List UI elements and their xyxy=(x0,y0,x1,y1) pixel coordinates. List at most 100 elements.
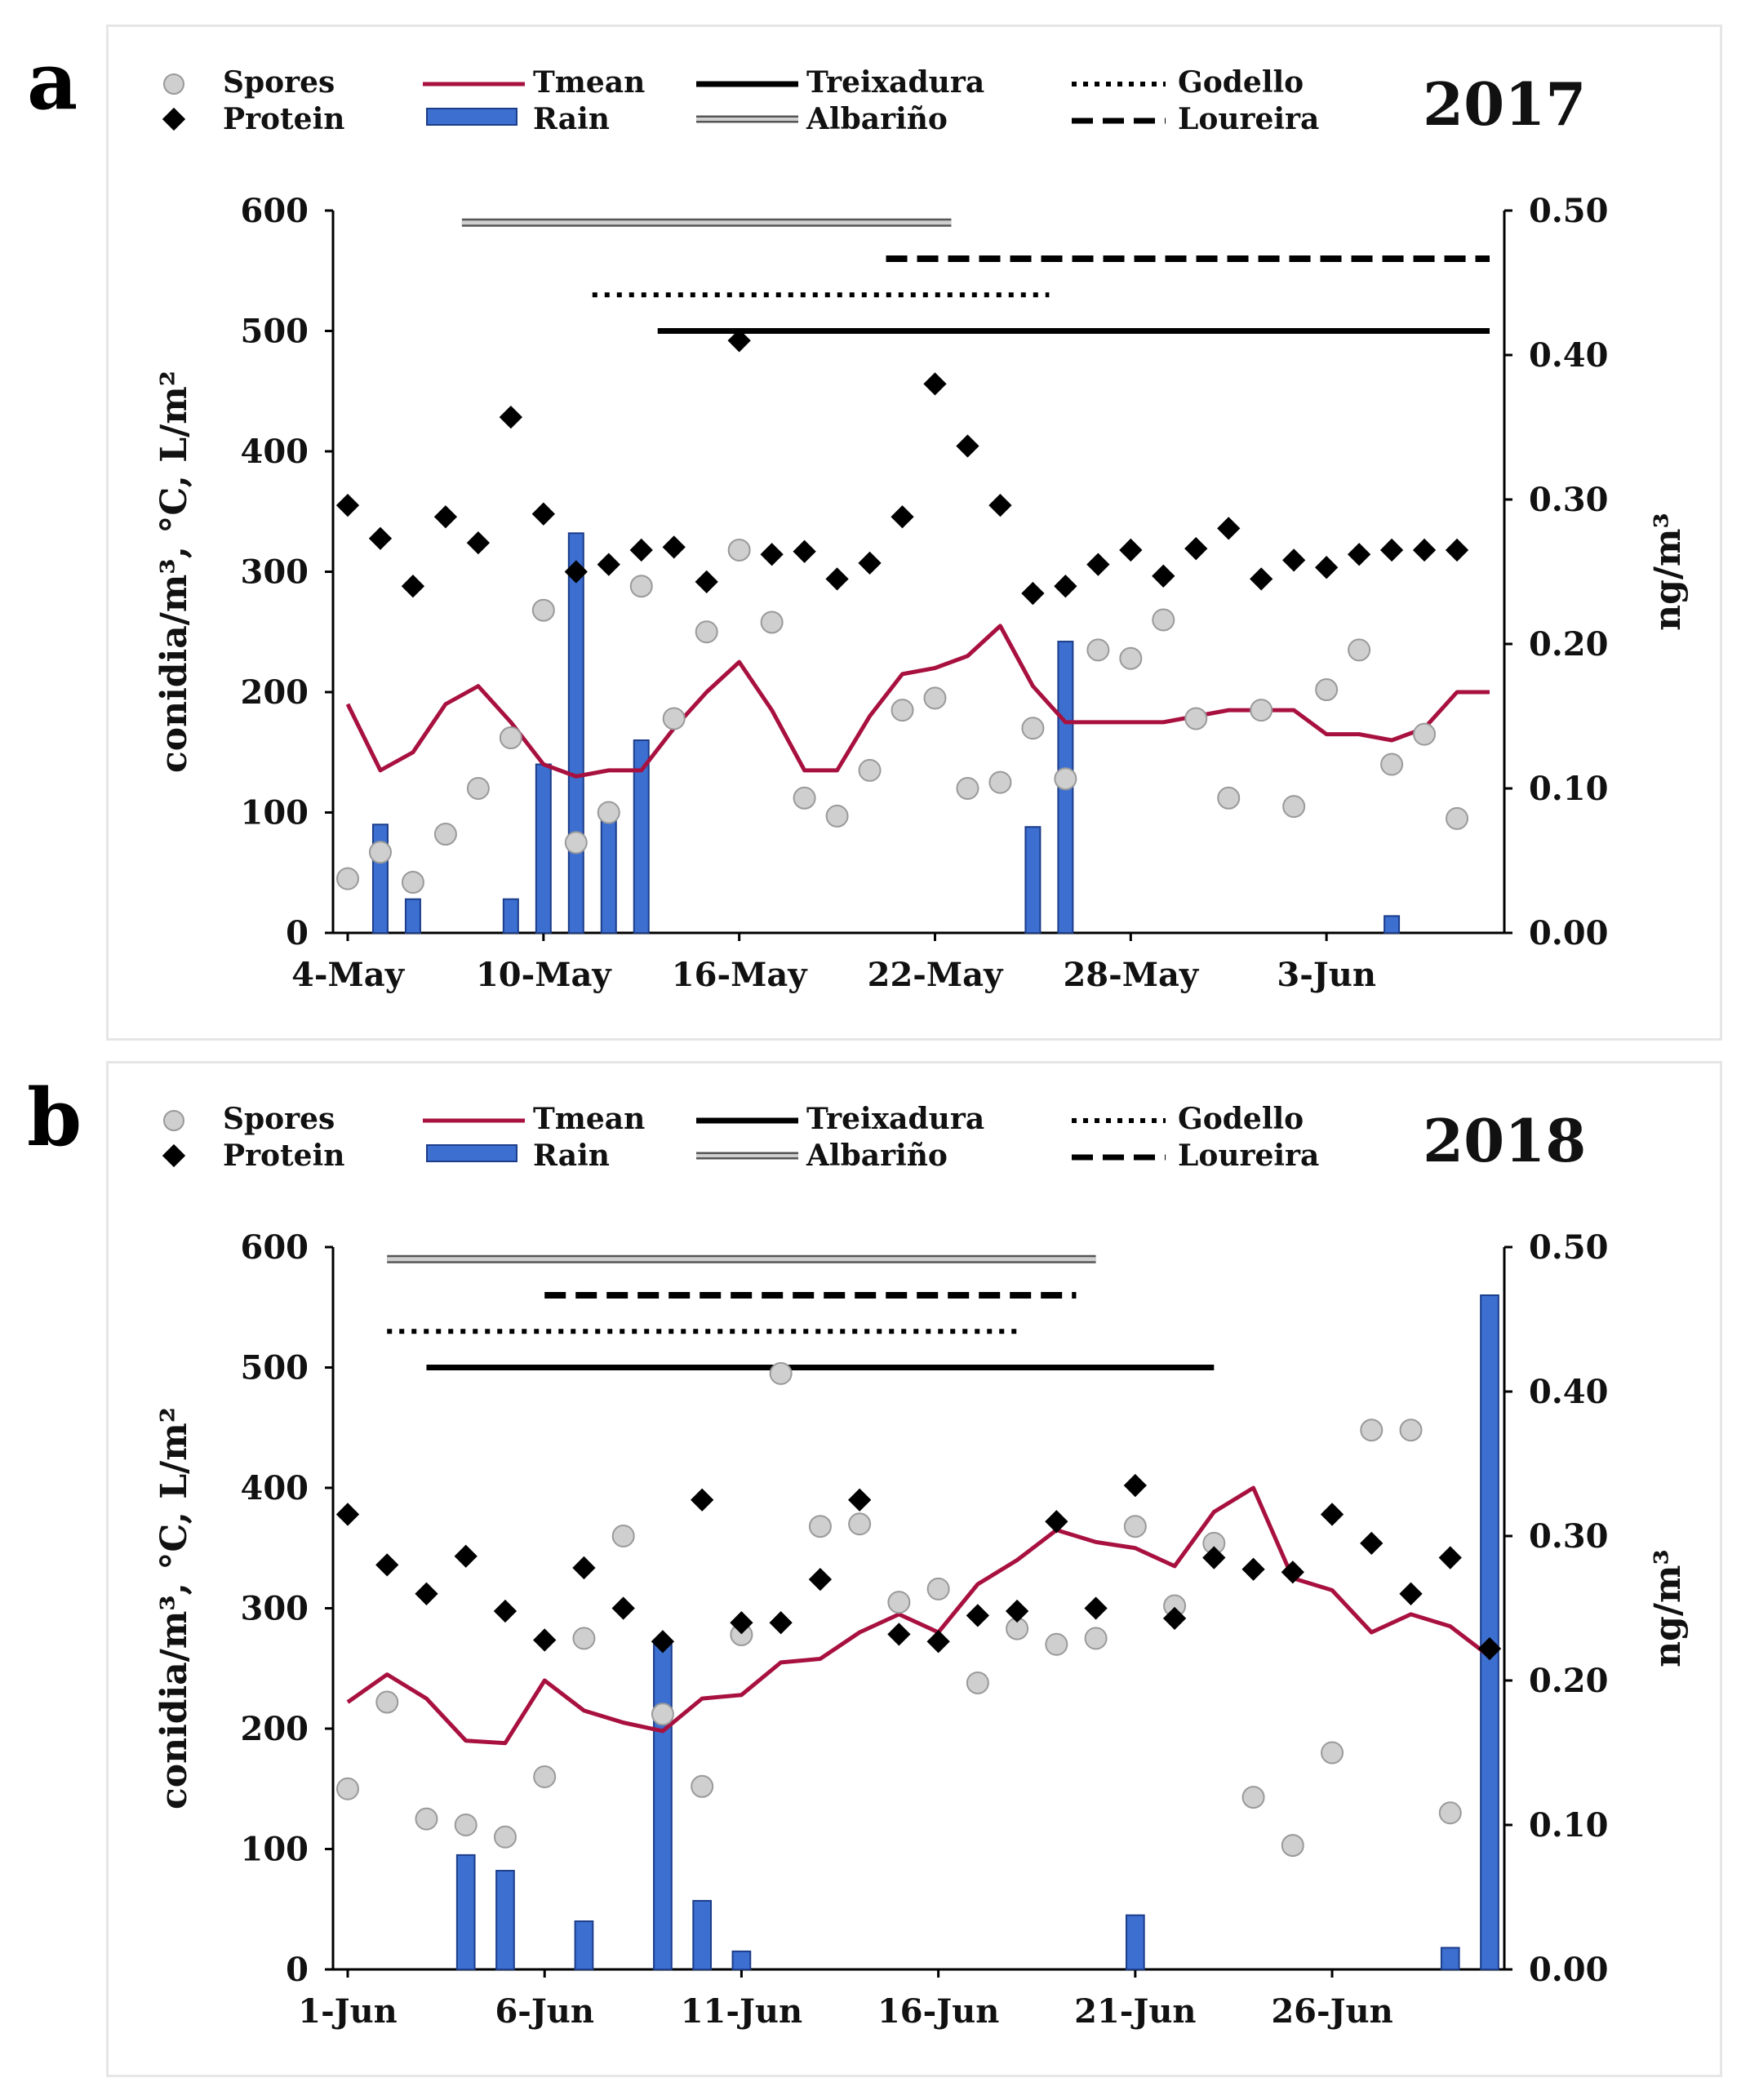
protein-point xyxy=(1477,1636,1502,1661)
y-right-tick-label: 0.00 xyxy=(1529,914,1608,952)
legend-protein-label: Protein xyxy=(223,1139,344,1173)
spores-point xyxy=(533,1765,557,1788)
protein-point xyxy=(499,405,522,429)
rain-bar xyxy=(535,763,552,934)
y-right-tick-label: 0.40 xyxy=(1529,336,1608,375)
rain-bar xyxy=(600,817,617,934)
spores-point xyxy=(564,831,588,855)
protein-point xyxy=(533,1628,557,1652)
year-label: 2018 xyxy=(1423,1106,1586,1175)
spores-point xyxy=(956,777,979,800)
protein-point xyxy=(1152,564,1175,588)
protein-point xyxy=(401,575,425,598)
x-tick-label: 3-Jun xyxy=(1277,956,1376,994)
protein-point xyxy=(1412,538,1437,562)
rain-bar xyxy=(1480,1294,1499,1970)
spores-point xyxy=(848,1512,872,1536)
y-right-tick-label: 0.20 xyxy=(1529,1662,1608,1700)
protein-point xyxy=(923,372,947,396)
spores-point xyxy=(662,707,686,730)
spores-point xyxy=(1217,786,1241,810)
protein-point xyxy=(597,553,620,576)
x-tick-label: 1-Jun xyxy=(298,1992,398,2031)
y-left-tick-label: 500 xyxy=(241,313,309,351)
spores-point xyxy=(727,538,751,562)
legend-tmean-label: Tmean xyxy=(533,1102,645,1136)
legend-rain-label: Rain xyxy=(533,102,610,136)
protein-point xyxy=(611,1596,635,1620)
legend-rain-swatch xyxy=(426,108,517,126)
rain-bar xyxy=(731,1950,752,1970)
spores-point xyxy=(1413,722,1437,746)
spores-point xyxy=(1152,608,1175,632)
legend-rain-swatch xyxy=(426,1144,517,1162)
spores-point xyxy=(887,1591,911,1614)
rain-bar xyxy=(567,532,584,934)
spores-point xyxy=(1281,1834,1304,1858)
legend-protein-marker xyxy=(162,107,186,131)
protein-point xyxy=(1241,1557,1265,1581)
protein-point xyxy=(454,1544,477,1568)
spores-point xyxy=(926,1577,950,1601)
rain-bar xyxy=(371,824,389,934)
legend-treixadura-label: Treixadura xyxy=(806,65,984,100)
y-left-tick-label: 0 xyxy=(286,914,309,952)
year-label: 2017 xyxy=(1423,69,1586,139)
rain-bar xyxy=(1125,1914,1145,1970)
spores-point xyxy=(1438,1801,1462,1825)
chart-panel-b: b Spores Protein Tmean Rain Treixadura Albari… xyxy=(27,1061,1722,2077)
y-left-tick-label: 100 xyxy=(241,1831,309,1869)
protein-point xyxy=(1021,581,1045,606)
protein-point xyxy=(887,1623,911,1646)
legend-spores-label: Spores xyxy=(223,1102,335,1136)
x-tick-label: 21-Jun xyxy=(1074,1992,1196,2031)
spores-point xyxy=(1045,1632,1068,1656)
protein-point xyxy=(691,1488,714,1512)
x-tick-label: 16-Jun xyxy=(877,1992,999,2031)
x-tick-label: 16-May xyxy=(672,956,808,994)
protein-point xyxy=(1217,517,1241,540)
spores-point xyxy=(760,610,784,634)
spores-point xyxy=(1123,1515,1147,1538)
spores-point xyxy=(966,1671,989,1694)
spores-point xyxy=(336,1777,359,1800)
spores-point xyxy=(1380,753,1404,776)
spores-point xyxy=(691,1774,714,1798)
protein-point xyxy=(988,493,1012,517)
protein-point xyxy=(1320,1503,1344,1526)
protein-point xyxy=(808,1567,833,1592)
protein-point xyxy=(1162,1606,1187,1631)
protein-point xyxy=(335,493,360,517)
protein-point xyxy=(1123,1473,1147,1498)
protein-point xyxy=(335,1503,360,1526)
rain-bar xyxy=(1440,1947,1460,1970)
y-right-tick-label: 0.40 xyxy=(1529,1373,1608,1411)
y-axis-right-label: ng/m³ xyxy=(1647,1549,1689,1667)
protein-point xyxy=(769,1611,793,1635)
legend-godello-label: Godello xyxy=(1178,1102,1304,1136)
spores-point xyxy=(858,758,882,782)
y-right-tick-label: 0.30 xyxy=(1529,1517,1608,1556)
protein-point xyxy=(891,505,914,529)
protein-point xyxy=(1202,1546,1226,1569)
spores-point xyxy=(1348,638,1371,662)
y-left-tick-label: 400 xyxy=(241,433,309,471)
spores-point xyxy=(1084,1627,1108,1650)
rain-bar xyxy=(404,898,421,934)
spores-point xyxy=(1360,1418,1384,1442)
legend-loureira-label: Loureira xyxy=(1178,1139,1319,1173)
y-left-tick-label: 300 xyxy=(241,1590,309,1628)
spores-point xyxy=(825,804,849,828)
y-right-tick-label: 0.10 xyxy=(1529,1806,1608,1845)
legend-rain-label: Rain xyxy=(533,1139,610,1173)
y-left-tick-label: 0 xyxy=(286,1951,309,1989)
y-left-tick-label: 600 xyxy=(241,192,309,230)
protein-point xyxy=(926,1630,950,1654)
spores-point xyxy=(793,786,816,810)
spores-point xyxy=(769,1361,793,1385)
protein-point xyxy=(1045,1510,1068,1534)
legend-protein-marker xyxy=(162,1143,186,1168)
spores-point xyxy=(1321,1741,1344,1765)
y-right-tick-label: 0.20 xyxy=(1529,625,1608,664)
